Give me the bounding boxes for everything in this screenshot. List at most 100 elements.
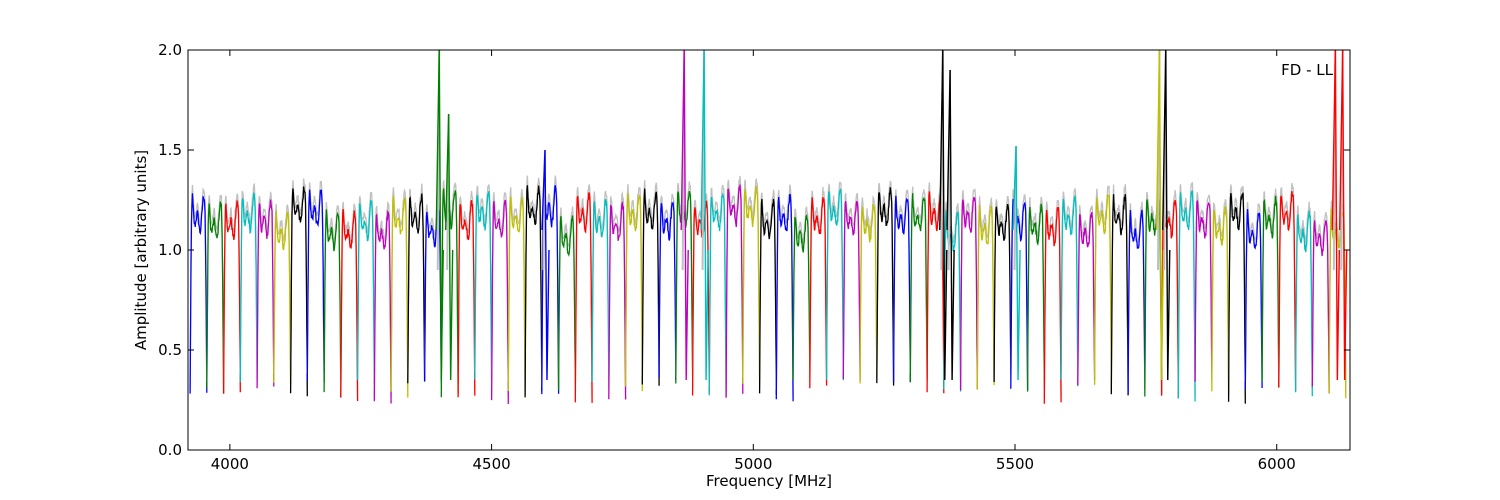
y-tick-label: 0.0	[158, 441, 182, 459]
series-layer	[189, 50, 1348, 405]
rfi-spike	[680, 50, 689, 381]
reference-trace	[474, 184, 493, 374]
channel-trace	[624, 193, 643, 392]
channel-trace	[1077, 212, 1096, 386]
channel-trace	[1177, 190, 1196, 402]
channel-trace	[1294, 210, 1313, 397]
reference-trace	[809, 186, 828, 383]
rfi-spike	[946, 69, 955, 381]
reference-trace	[256, 191, 275, 381]
reference-trace	[1278, 182, 1297, 383]
channel-trace	[909, 193, 928, 383]
x-tick-label: 4000	[211, 455, 249, 473]
channel-trace	[490, 199, 509, 405]
channel-trace	[959, 196, 978, 391]
channel-trace	[390, 195, 409, 398]
channel-trace	[222, 200, 241, 394]
y-tick-label: 0.5	[158, 341, 182, 359]
channel-trace	[574, 192, 593, 403]
rfi-spike	[1155, 50, 1165, 381]
reference-trace	[574, 184, 593, 395]
rfi-spike	[1331, 50, 1341, 381]
channel-trace	[842, 200, 861, 381]
rfi-spike	[1338, 50, 1348, 381]
reference-trace	[1194, 192, 1213, 375]
chart-annotation: FD - LL	[1281, 61, 1333, 79]
channel-trace	[356, 199, 375, 385]
plot-area	[187, 49, 1351, 451]
channel-trace	[507, 196, 526, 395]
channel-trace	[323, 209, 342, 397]
reference-trace	[557, 206, 576, 383]
plot-background	[188, 50, 1350, 450]
channel-trace	[1194, 199, 1213, 382]
channel-trace	[976, 204, 995, 390]
reference-trace	[591, 190, 610, 378]
reference-trace	[675, 181, 694, 378]
channel-trace	[524, 185, 543, 398]
channel-trace	[708, 192, 727, 398]
channel-trace	[1261, 196, 1280, 388]
channel-trace	[1311, 220, 1330, 394]
rfi-spike	[700, 50, 709, 381]
reference-trace	[490, 191, 509, 396]
channel-trace	[340, 209, 359, 402]
channel-trace	[742, 185, 761, 384]
channel-trace	[1026, 203, 1045, 392]
reference-trace	[1211, 198, 1230, 388]
y-axis-label: Amplitude [arbitrary units]	[132, 150, 150, 350]
reference-trace	[876, 180, 895, 378]
channel-trace	[189, 193, 208, 394]
channel-trace	[876, 187, 895, 386]
rfi-spike	[1162, 50, 1171, 381]
channel-trace	[675, 191, 694, 384]
y-tick-label: 2.0	[158, 41, 182, 59]
x-tick-label: 6000	[1258, 455, 1296, 473]
reference-trace	[624, 184, 643, 383]
channel-trace	[306, 189, 325, 383]
channel-trace	[1060, 194, 1079, 387]
channel-trace	[1093, 194, 1112, 392]
reference-trace	[859, 194, 878, 377]
channel-trace	[1110, 194, 1129, 396]
channel-trace	[993, 203, 1012, 383]
channel-trace	[758, 198, 777, 395]
reference-trace	[792, 206, 811, 374]
reference-trace	[608, 190, 627, 393]
channel-trace	[1278, 191, 1297, 391]
channel-trace	[792, 213, 811, 381]
reference-trace	[658, 193, 677, 372]
y-tick-label: 1.5	[158, 141, 182, 159]
rfi-spike	[435, 50, 444, 381]
rfi-spike	[444, 113, 454, 381]
channel-trace	[557, 215, 576, 391]
x-tick-label: 5500	[996, 455, 1034, 473]
reference-trace	[1043, 199, 1062, 398]
y-axis: 0.0 0.5 1.0 1.5 2.0	[158, 41, 1350, 459]
reference-trace	[993, 195, 1012, 375]
channel-trace	[641, 188, 660, 386]
channel-trace	[273, 210, 292, 385]
channel-trace	[591, 198, 610, 386]
y-tick-label: 1.0	[158, 241, 182, 259]
channel-trace	[239, 192, 258, 383]
channel-trace	[658, 200, 677, 380]
reference-trace	[959, 188, 978, 381]
channel-trace	[725, 184, 744, 398]
channel-trace	[1043, 206, 1062, 404]
channel-trace	[474, 191, 493, 381]
reference-trace	[239, 182, 258, 375]
reference-trace	[356, 192, 375, 379]
channel-trace	[407, 193, 426, 384]
reference-trace	[289, 178, 308, 389]
channel-trace	[373, 209, 392, 404]
channel-trace	[1127, 209, 1146, 394]
channel-trace	[859, 203, 878, 384]
channel-trace	[457, 200, 476, 398]
reference-trace	[742, 177, 761, 378]
channel-trace	[256, 199, 275, 389]
channel-trace	[206, 201, 225, 394]
reference-trace	[725, 175, 744, 392]
channel-trace	[775, 193, 794, 402]
